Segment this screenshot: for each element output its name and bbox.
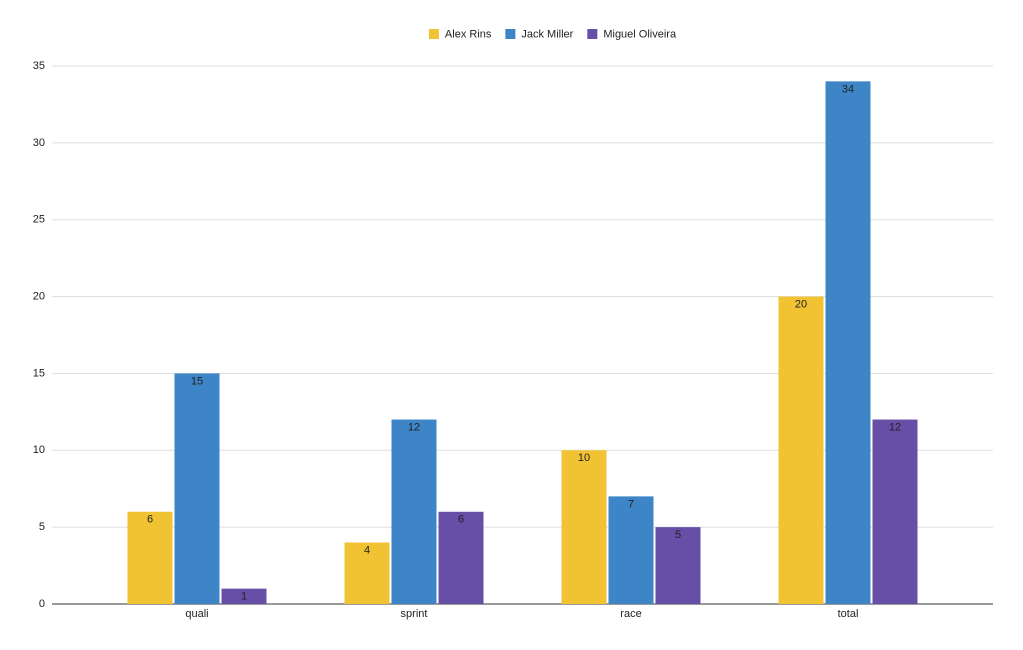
data-label: 20: [795, 298, 807, 310]
y-tick-label: 0: [39, 598, 45, 610]
data-label: 5: [675, 529, 681, 541]
y-tick-label: 15: [33, 367, 45, 379]
bar: [127, 511, 173, 604]
data-label: 15: [191, 375, 203, 387]
bar: [825, 81, 871, 604]
data-label: 34: [842, 83, 854, 95]
data-label: 1: [241, 591, 247, 603]
y-tick-label: 20: [33, 290, 45, 302]
bar: [608, 496, 654, 604]
data-label: 12: [889, 421, 901, 433]
x-tick-label: race: [620, 608, 641, 620]
data-label: 4: [364, 544, 370, 556]
bar: [655, 527, 701, 604]
data-label: 10: [578, 452, 590, 464]
bar: [561, 450, 607, 604]
legend-swatch: [428, 29, 439, 39]
bar: [174, 373, 220, 604]
bar: [438, 511, 484, 604]
bar: [344, 542, 390, 604]
x-tick-label: total: [838, 608, 859, 620]
bar: [778, 296, 824, 604]
legend-label: Alex Rins: [445, 28, 492, 40]
x-tick-label: quali: [185, 608, 208, 620]
bar: [872, 419, 918, 604]
legend: Alex Rins Jack Miller Miguel Oliveira: [428, 28, 677, 40]
y-tick-label: 25: [33, 214, 45, 226]
data-label: 7: [628, 498, 634, 510]
data-label: 6: [147, 514, 153, 526]
bar: [221, 588, 267, 604]
y-tick-label: 35: [33, 60, 45, 72]
legend-label: Miguel Oliveira: [603, 28, 677, 40]
y-tick-label: 30: [33, 137, 45, 149]
y-tick-label: 5: [39, 521, 45, 533]
legend-swatch: [587, 29, 598, 39]
data-label: 12: [408, 421, 420, 433]
x-tick-label: sprint: [401, 608, 428, 620]
legend-swatch: [505, 29, 516, 39]
bar: [391, 419, 437, 604]
legend-label: Jack Miller: [521, 28, 573, 40]
y-tick-label: 10: [33, 444, 45, 456]
data-label: 6: [458, 514, 464, 526]
